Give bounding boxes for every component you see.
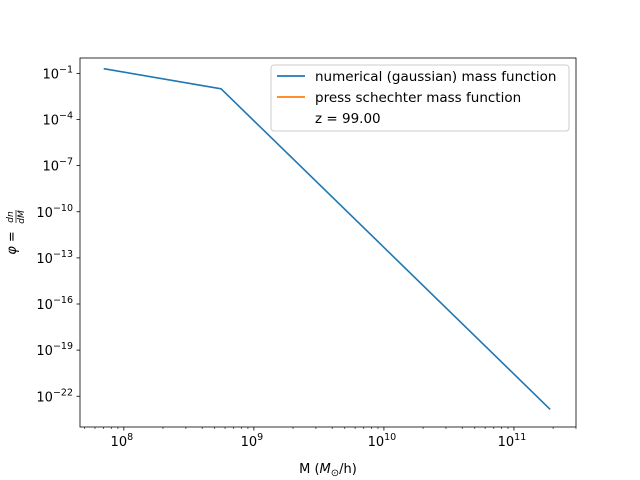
series-line-0 xyxy=(103,67,551,410)
legend-box xyxy=(270,64,570,132)
y-tick-label: 10−1 xyxy=(42,64,73,82)
series-layer xyxy=(103,67,551,410)
svg-text:φ =: φ = xyxy=(5,231,20,255)
legend-label-press-schechter: press schechter mass function xyxy=(315,90,521,106)
plot-frame xyxy=(79,57,577,428)
x-tick-label: 108 xyxy=(111,432,134,450)
legend-redshift-label: z = 99.00 xyxy=(315,111,381,127)
legend: numerical (gaussian) mass function press… xyxy=(270,64,570,132)
y-tick-label: 10−10 xyxy=(36,203,73,221)
y-tick-label: 10−16 xyxy=(36,295,73,313)
y-axis-ticks: 10−1 10−4 10−7 10−10 10−13 10−16 10−19 10−22 xyxy=(36,64,80,405)
y-tick-label: 10−22 xyxy=(36,387,73,405)
legend-label-numerical: numerical (gaussian) mass function xyxy=(315,69,556,85)
svg-text:dM: dM xyxy=(17,210,27,224)
x-tick-label: 1011 xyxy=(498,432,527,450)
y-tick-label: 10−4 xyxy=(42,111,73,129)
x-tick-label: 109 xyxy=(241,432,264,450)
x-axis-label: M (M⊙/h) xyxy=(299,462,357,479)
y-axis-label: φ = dn dM xyxy=(5,210,27,255)
x-tick-label: 1010 xyxy=(368,432,397,450)
y-tick-label: 10−13 xyxy=(36,249,73,267)
y-tick-label: 10−19 xyxy=(36,341,73,359)
svg-text:dn: dn xyxy=(6,211,16,223)
y-tick-label: 10−7 xyxy=(42,157,73,175)
x-axis-ticks: 108 109 1010 1011 xyxy=(84,427,577,450)
